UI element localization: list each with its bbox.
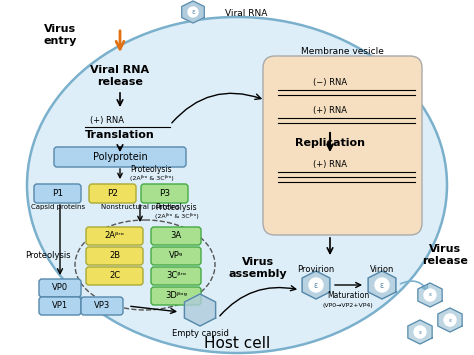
Text: (2Aᵝʳᵒ & 3Cᵝʳᵒ): (2Aᵝʳᵒ & 3Cᵝʳᵒ) xyxy=(130,175,174,181)
FancyBboxPatch shape xyxy=(151,287,201,305)
Text: VP1: VP1 xyxy=(52,301,68,311)
Text: Viral RNA: Viral RNA xyxy=(225,9,267,17)
Text: Capsid proteins: Capsid proteins xyxy=(31,204,85,210)
Polygon shape xyxy=(368,271,396,299)
FancyBboxPatch shape xyxy=(34,184,81,203)
Text: ε: ε xyxy=(448,317,452,322)
Text: Viral RNA: Viral RNA xyxy=(91,65,150,75)
Text: 2B: 2B xyxy=(109,251,120,261)
Text: Translation: Translation xyxy=(85,130,155,140)
Text: Host cell: Host cell xyxy=(204,337,270,351)
Ellipse shape xyxy=(27,17,447,353)
Text: (2Aᵝʳᵒ & 3Cᵝʳᵒ): (2Aᵝʳᵒ & 3Cᵝʳᵒ) xyxy=(155,213,199,219)
Text: Replication: Replication xyxy=(295,138,365,148)
FancyBboxPatch shape xyxy=(39,297,81,315)
Circle shape xyxy=(444,314,456,326)
Text: Virus
assembly: Virus assembly xyxy=(228,257,287,279)
Text: ε: ε xyxy=(380,280,384,289)
Text: VP0: VP0 xyxy=(52,284,68,293)
Text: Proteolysis: Proteolysis xyxy=(25,251,71,260)
Text: 2Aᵝʳᵒ: 2Aᵝʳᵒ xyxy=(104,231,125,240)
Circle shape xyxy=(414,326,426,338)
FancyBboxPatch shape xyxy=(151,227,201,245)
FancyBboxPatch shape xyxy=(151,267,201,285)
Text: P1: P1 xyxy=(52,189,63,198)
Polygon shape xyxy=(438,308,462,332)
Text: P2: P2 xyxy=(107,189,118,198)
Text: VPᵍ: VPᵍ xyxy=(169,251,183,261)
Text: (+) RNA: (+) RNA xyxy=(90,115,124,125)
Text: VP3: VP3 xyxy=(94,301,110,311)
Text: Provirion: Provirion xyxy=(297,266,335,274)
Text: release: release xyxy=(97,77,143,87)
Text: 3Dᵝᵒᵍ: 3Dᵝᵒᵍ xyxy=(165,291,187,300)
Text: 2C: 2C xyxy=(109,272,120,280)
Text: Maturation: Maturation xyxy=(327,291,369,300)
Text: Proteolysis: Proteolysis xyxy=(130,165,172,175)
FancyBboxPatch shape xyxy=(89,184,136,203)
Polygon shape xyxy=(418,283,442,307)
FancyBboxPatch shape xyxy=(141,184,188,203)
FancyBboxPatch shape xyxy=(86,227,143,245)
Text: Proteolysis: Proteolysis xyxy=(155,203,197,213)
Polygon shape xyxy=(184,294,216,326)
Text: Virus
entry: Virus entry xyxy=(43,24,77,46)
FancyBboxPatch shape xyxy=(86,247,143,265)
Text: Empty capsid: Empty capsid xyxy=(172,328,228,338)
FancyBboxPatch shape xyxy=(263,56,422,235)
Text: ε: ε xyxy=(314,280,318,289)
Text: ε: ε xyxy=(191,9,195,15)
Text: Polyprotein: Polyprotein xyxy=(92,152,147,162)
Text: (+) RNA: (+) RNA xyxy=(313,105,347,115)
Text: 3Cᵝʳᵒ: 3Cᵝʳᵒ xyxy=(166,272,186,280)
Text: (+) RNA: (+) RNA xyxy=(313,160,347,169)
Text: Virion: Virion xyxy=(370,266,394,274)
Text: (−) RNA: (−) RNA xyxy=(313,77,347,87)
Text: ε: ε xyxy=(419,329,422,334)
Text: Nonstructural proteins: Nonstructural proteins xyxy=(100,204,179,210)
Circle shape xyxy=(424,289,436,301)
Text: Virus
release: Virus release xyxy=(422,244,468,266)
Circle shape xyxy=(375,278,389,292)
Text: 3A: 3A xyxy=(171,231,182,240)
FancyBboxPatch shape xyxy=(151,247,201,265)
Text: ε: ε xyxy=(428,293,432,297)
FancyBboxPatch shape xyxy=(81,297,123,315)
FancyBboxPatch shape xyxy=(39,279,81,297)
Text: Membrane vesicle: Membrane vesicle xyxy=(301,48,383,56)
Text: P3: P3 xyxy=(159,189,170,198)
Polygon shape xyxy=(408,320,432,344)
FancyBboxPatch shape xyxy=(54,147,186,167)
FancyBboxPatch shape xyxy=(86,267,143,285)
Circle shape xyxy=(309,278,323,292)
Polygon shape xyxy=(302,271,330,299)
Text: (VP0→VP2+VP4): (VP0→VP2+VP4) xyxy=(323,304,374,308)
Circle shape xyxy=(188,7,198,17)
Polygon shape xyxy=(182,1,204,23)
